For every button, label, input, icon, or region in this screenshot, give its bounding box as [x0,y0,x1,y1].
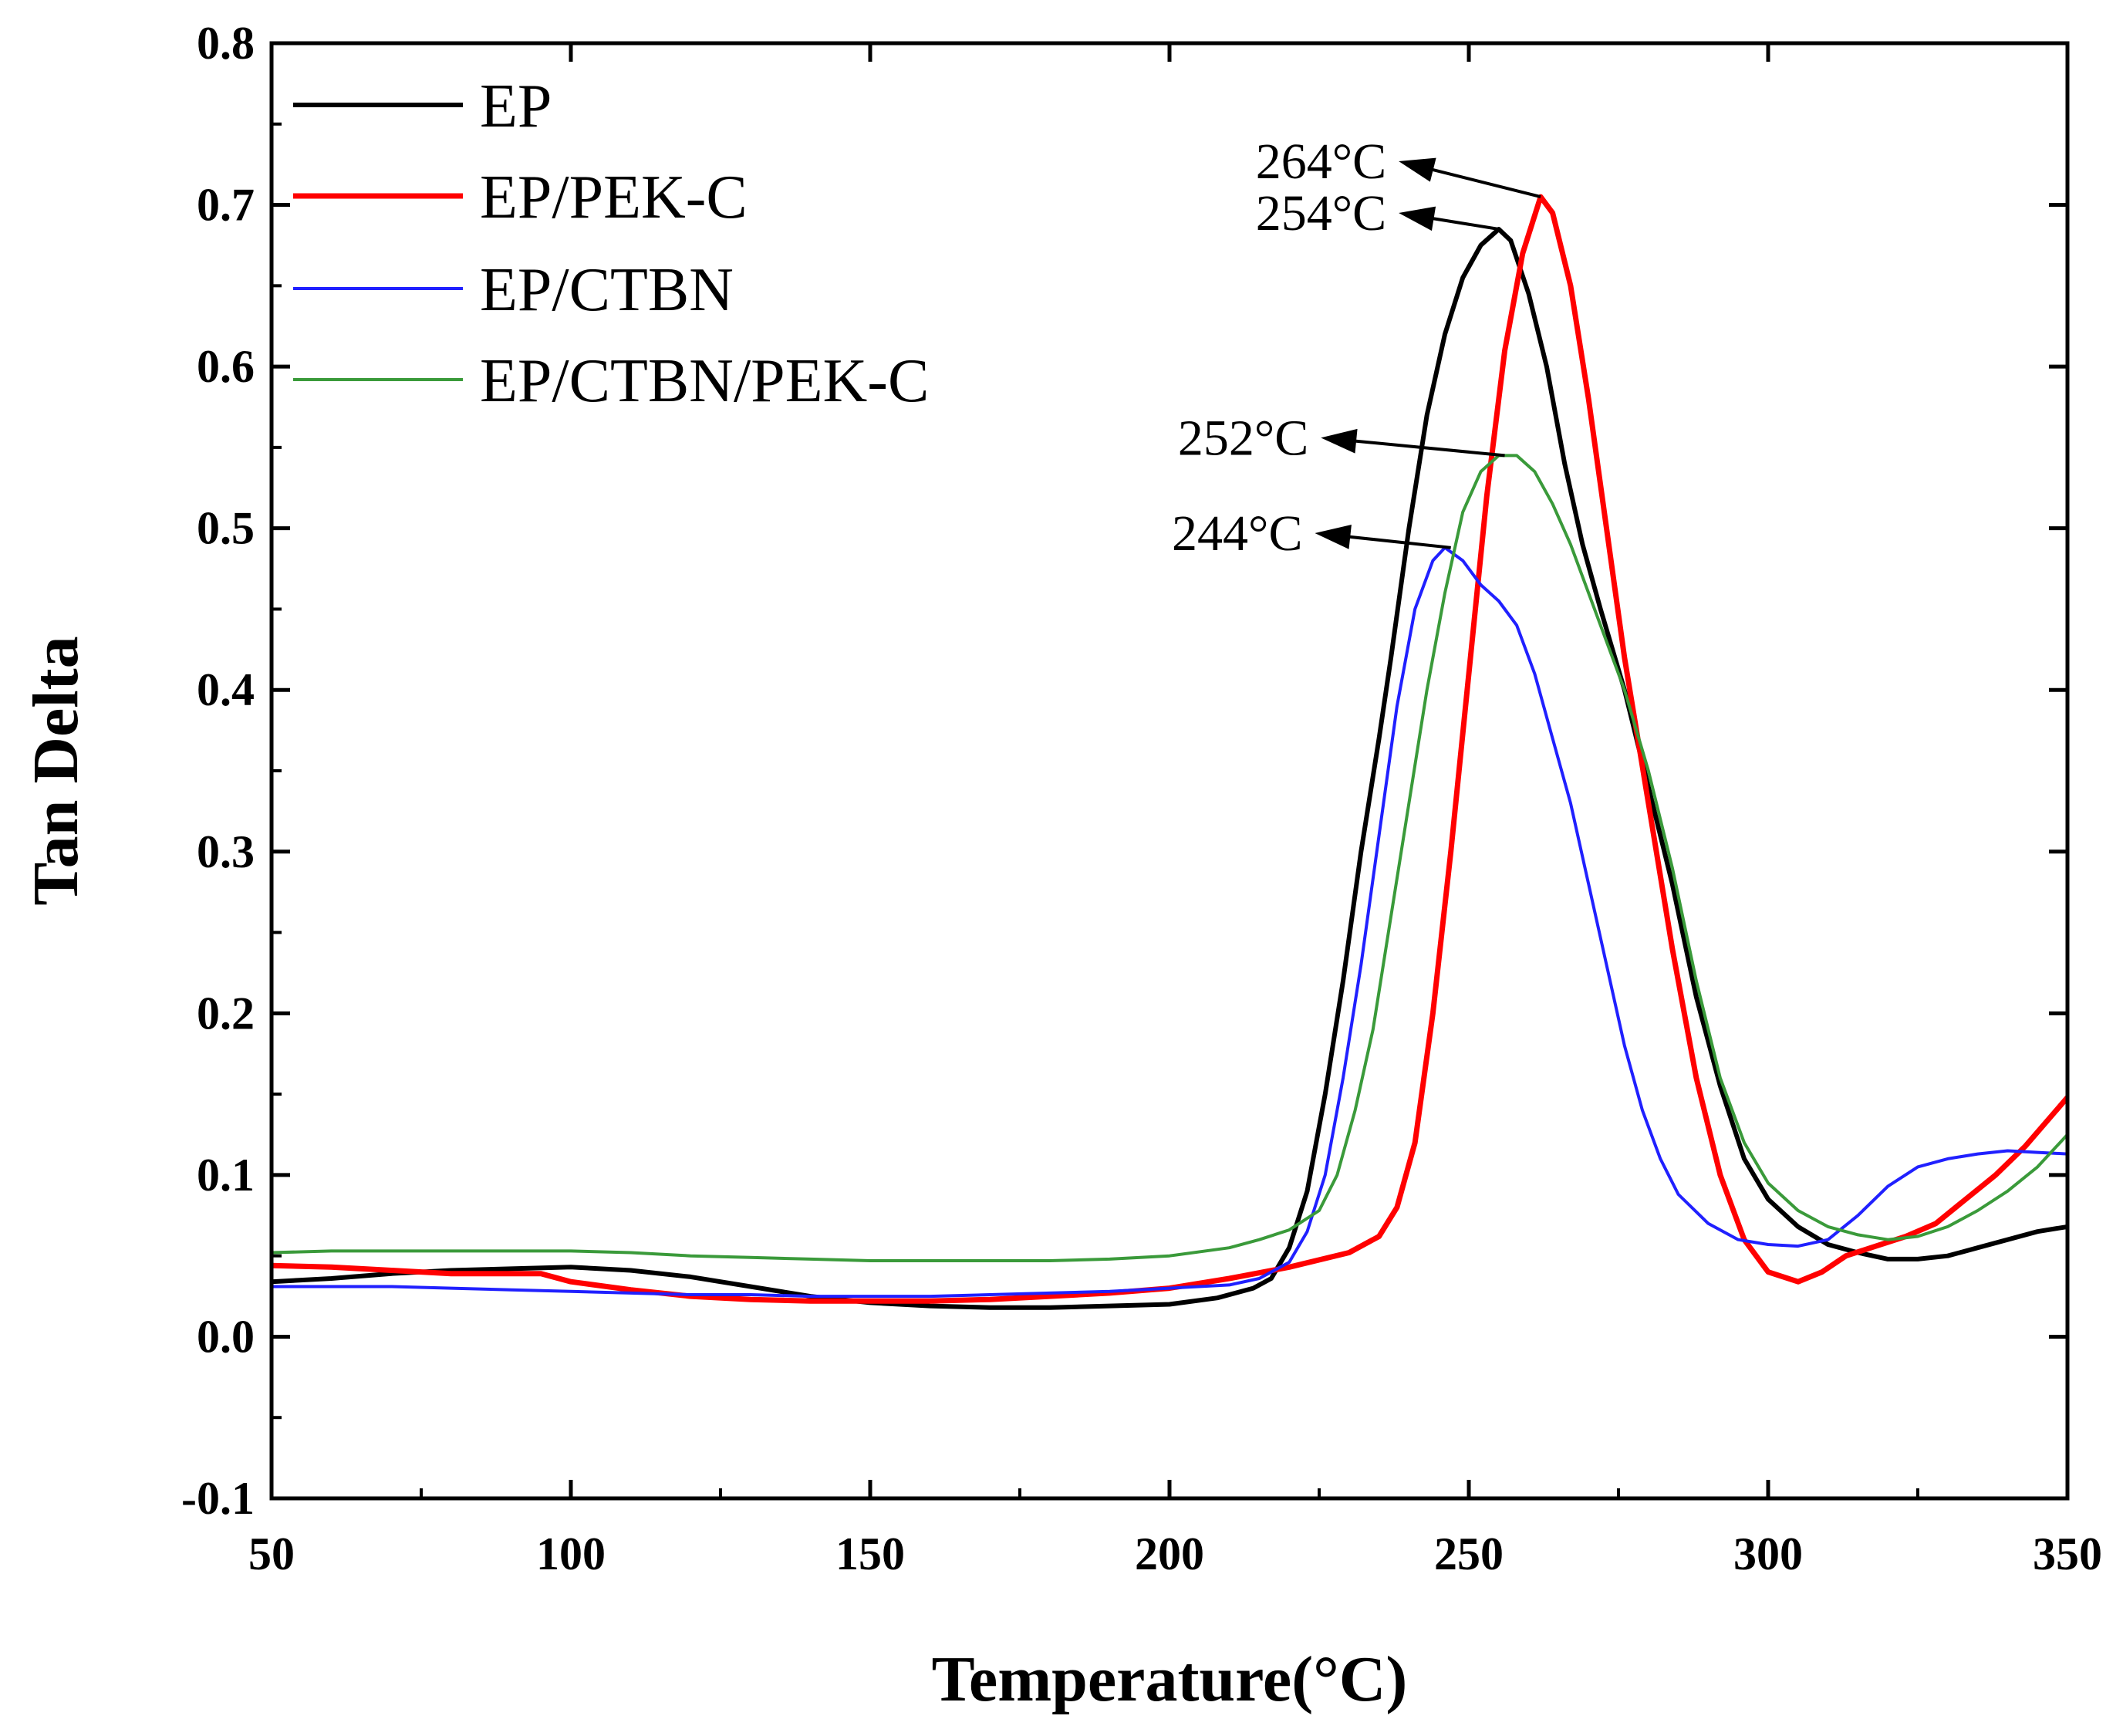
x-tick-label: 300 [1733,1528,1803,1579]
series-line-ep-ctbn [272,545,2067,1299]
legend-label-ep-pek-c: EP/PEK-C [480,164,748,231]
x-tick-label: 100 [536,1528,606,1579]
x-tick-label: 50 [248,1528,295,1579]
peak-annotation-label: 264°C [1256,133,1386,190]
tick-labels: 50 100 150 200 250 300 350 -0.1 0.0 0.1 0.2 0.3 0.4 0… [181,18,2102,1579]
peak-annotation-arrow-line [1341,534,1451,549]
peak-annotation-label: 252°C [1178,410,1308,466]
y-tick-label: 0.6 [197,341,255,392]
peak-annotation-arrowhead [1399,206,1436,231]
x-tick-label: 250 [1434,1528,1504,1579]
x-tick-label: 350 [2033,1528,2102,1579]
y-tick-label: 0.0 [197,1311,255,1362]
y-tick-label: 0.2 [197,988,255,1039]
axis-ticks [269,41,2070,1501]
legend-label-ep-ctbn: EP/CTBN [480,256,734,324]
y-tick-label: 0.1 [197,1150,255,1201]
y-axis-title: Tan Delta [20,636,92,905]
legend: EP EP/PEK-C EP/CTBN EP/CTBN/PEK-C [293,73,929,415]
x-axis-title: Temperature(°C) [932,1643,1408,1715]
y-tick-label: 0.7 [197,180,255,231]
y-tick-label: 0.3 [197,826,255,877]
x-tick-label: 150 [835,1528,905,1579]
legend-label-ep: EP [480,73,552,140]
peak-annotation-arrowhead [1399,157,1436,182]
y-tick-label: 0.8 [197,18,255,69]
y-tick-label: -0.1 [181,1473,255,1524]
y-tick-label: 0.5 [197,503,255,554]
legend-label-ep-ctbn-pek-c: EP/CTBN/PEK-C [480,347,929,415]
peak-annotation-arrowhead [1315,524,1352,549]
peak-annotation-label: 254°C [1256,185,1386,241]
peak-annotation-arrowhead [1321,428,1358,454]
peak-annotation-label: 244°C [1172,505,1302,562]
series-line-ep-ctbn-pek-c [272,454,2067,1262]
peak-annotation-arrow-line [1424,166,1541,199]
series-layer [272,194,2067,1310]
peak-annotation-arrow-line [1347,438,1505,458]
y-tick-label: 0.4 [197,664,255,715]
peak-annotation-arrow-line [1424,215,1500,231]
x-tick-label: 200 [1135,1528,1204,1579]
series-line-ep-pek-c [272,194,2067,1304]
